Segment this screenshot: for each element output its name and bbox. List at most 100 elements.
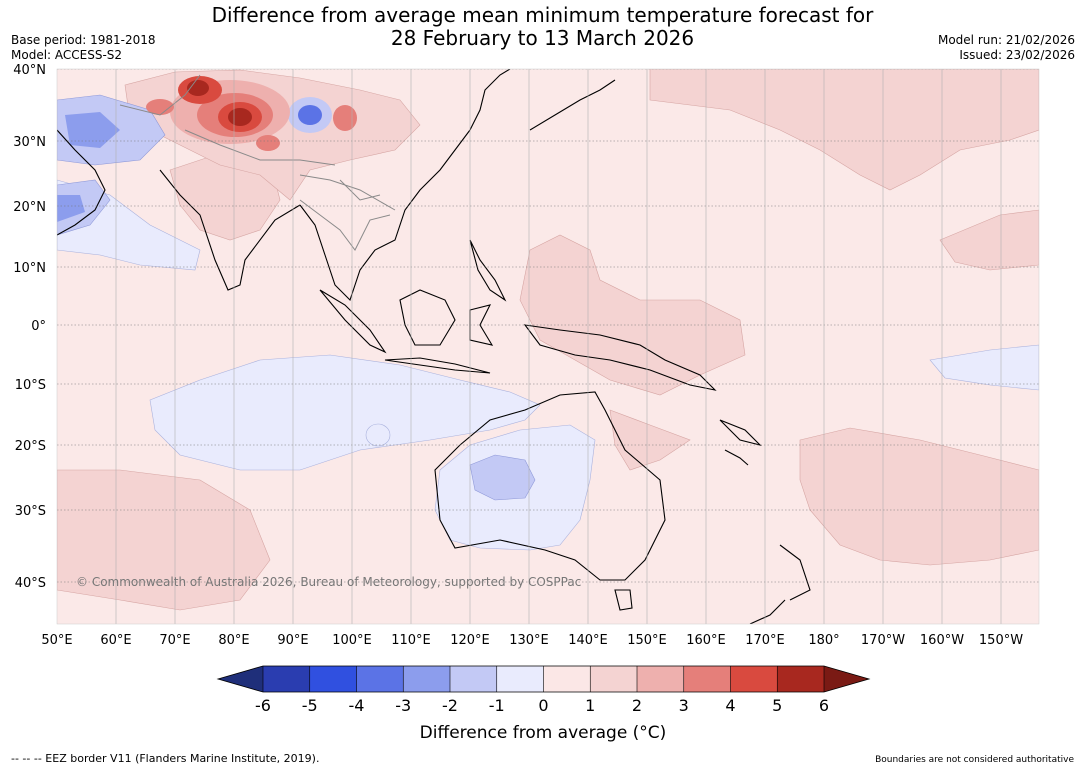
lon-label-170w: 170°W: [861, 633, 905, 648]
lon-label-50e: 50°E: [41, 633, 72, 648]
eez-note: -- -- -- EEZ border V11 (Flanders Marine…: [11, 752, 320, 765]
lat-label-10s: 10°S: [15, 378, 46, 393]
warm-region-east-pacific: [939, 209, 1039, 271]
copyright-watermark: © Commonwealth of Australia 2026, Bureau…: [76, 575, 581, 589]
coastlines: [57, 69, 811, 624]
coast-india: [159, 169, 301, 291]
lon-label-90e: 90°E: [277, 633, 308, 648]
coast-arabia: [57, 129, 106, 236]
chart-title: Difference from average mean minimum tem…: [0, 4, 1085, 50]
coast-japan: [529, 79, 616, 131]
colorbar-extend-low: [218, 666, 263, 692]
colorbar-tick-label: 0: [538, 696, 548, 715]
base-period: Base period: 1981-2018: [11, 33, 156, 47]
model-run: Model run: 21/02/2026: [937, 33, 1075, 47]
lon-label-150w: 150°W: [979, 633, 1023, 648]
colorbar-segment: [356, 666, 404, 692]
model-name: Model: ACCESS-S2: [11, 48, 123, 62]
cool-region-east-pacific: [929, 344, 1039, 391]
coast-indochina: [299, 129, 471, 302]
coast-new-zealand: [749, 544, 811, 624]
lon-label-160w: 160°W: [920, 633, 964, 648]
colorbar-segment: [683, 666, 731, 692]
header-left-info: Base period: 1981-2018 Model: ACCESS-S2: [11, 33, 156, 63]
colorbar-tick-label: -4: [349, 696, 365, 715]
colorbar-segment: [450, 666, 498, 692]
lat-label-30s: 30°S: [15, 504, 46, 519]
colorbar-tick-label: 4: [725, 696, 735, 715]
colorbar-segment: [496, 666, 544, 692]
colorbar-tick-label: 2: [632, 696, 642, 715]
cool-spot-timor: [365, 423, 391, 447]
lon-label-120e: 120°E: [450, 633, 490, 648]
warm-region-pamir: [146, 99, 174, 115]
warm-region-himalaya-5: [228, 108, 252, 126]
lon-label-150e: 150°E: [627, 633, 667, 648]
colorbar-label: Difference from average (°C): [420, 723, 667, 743]
lon-label-70e: 70°E: [159, 633, 190, 648]
lon-label-110e: 110°E: [391, 633, 431, 648]
colorbar-tick-label: 6: [819, 696, 829, 715]
coast-australia: [434, 391, 666, 581]
lon-label-80e: 80°E: [218, 633, 249, 648]
coast-java: [384, 357, 491, 374]
lat-label-20s: 20°S: [15, 439, 46, 454]
lat-label-40s: 40°S: [15, 576, 46, 591]
colorbar-tick-label: -6: [255, 696, 271, 715]
colorbar-extend-high: [824, 666, 869, 692]
title-line-2: 28 February to 13 March 2026: [390, 26, 695, 50]
colorbar: [216, 665, 871, 693]
warm-region-karakoram-5: [187, 80, 209, 96]
colorbar-tick-label: 5: [772, 696, 782, 715]
colorbar-segment: [730, 666, 778, 692]
colorbar-segment: [309, 666, 357, 692]
country-borders: [119, 74, 396, 251]
colorbar-segment: [590, 666, 638, 692]
colorbar-segment: [777, 666, 825, 692]
coast-png-islands: [719, 419, 762, 447]
warm-region-indian-ocean: [57, 469, 271, 611]
warm-region-tibet-south: [256, 135, 280, 151]
lat-label-40n: 40°N: [13, 63, 46, 78]
colorbar-ticks: -6 -5 -4 -3 -2 -1 0 1 2 3 4 5 6: [255, 696, 829, 715]
colorbar-segment: [543, 666, 591, 692]
boundaries-note: Boundaries are not considered authoritat…: [875, 755, 1074, 765]
graticule: [57, 69, 1039, 583]
title-line-1: Difference from average mean minimum tem…: [211, 3, 874, 27]
lon-label-140e: 140°E: [568, 633, 608, 648]
colorbar-segment: [403, 666, 451, 692]
lon-label-100e: 100°E: [332, 633, 372, 648]
coast-china: [469, 69, 511, 131]
lon-label-180: 180°: [808, 633, 839, 648]
cool-core-tibet-plateau: [298, 105, 322, 125]
cool-core-arabia: [57, 195, 85, 222]
longitude-labels: 50°E 60°E 70°E 80°E 90°E 100°E 110°E 120…: [41, 633, 1023, 648]
colorbar-tick-label: -3: [395, 696, 411, 715]
colorbar-tick-label: 1: [585, 696, 595, 715]
coast-philippines: [469, 239, 507, 302]
border-south-asia: [119, 74, 336, 166]
lat-label-30n: 30°N: [13, 135, 46, 150]
header-right-info: Model run: 21/02/2026 Issued: 23/02/2026: [938, 33, 1075, 63]
lon-label-160e: 160°E: [686, 633, 726, 648]
lat-label-10n: 10°N: [13, 261, 46, 276]
lon-label-60e: 60°E: [100, 633, 131, 648]
colorbar-segment: [263, 666, 311, 692]
cool-core-central-asia: [65, 112, 120, 148]
anomaly-field: © Commonwealth of Australia 2026, Bureau…: [57, 69, 1039, 624]
colorbar-tick-label: 3: [679, 696, 689, 715]
latitude-labels: 40°N 30°N 20°N 10°N 0° 10°S 20°S 30°S 40…: [13, 63, 46, 591]
lon-label-130e: 130°E: [509, 633, 549, 648]
border-southeast-asia: [299, 179, 391, 251]
coast-borneo: [399, 289, 456, 346]
lat-label-0: 0°: [31, 319, 46, 334]
colorbar-tick-label: -1: [489, 696, 505, 715]
coast-tasmania: [614, 589, 633, 611]
coast-new-guinea: [523, 324, 717, 391]
lat-label-20n: 20°N: [13, 200, 46, 215]
colorbar-tick-label: -5: [302, 696, 318, 715]
border-china: [299, 174, 396, 211]
coast-new-caledonia: [724, 449, 749, 466]
meridians: [115, 69, 1002, 624]
